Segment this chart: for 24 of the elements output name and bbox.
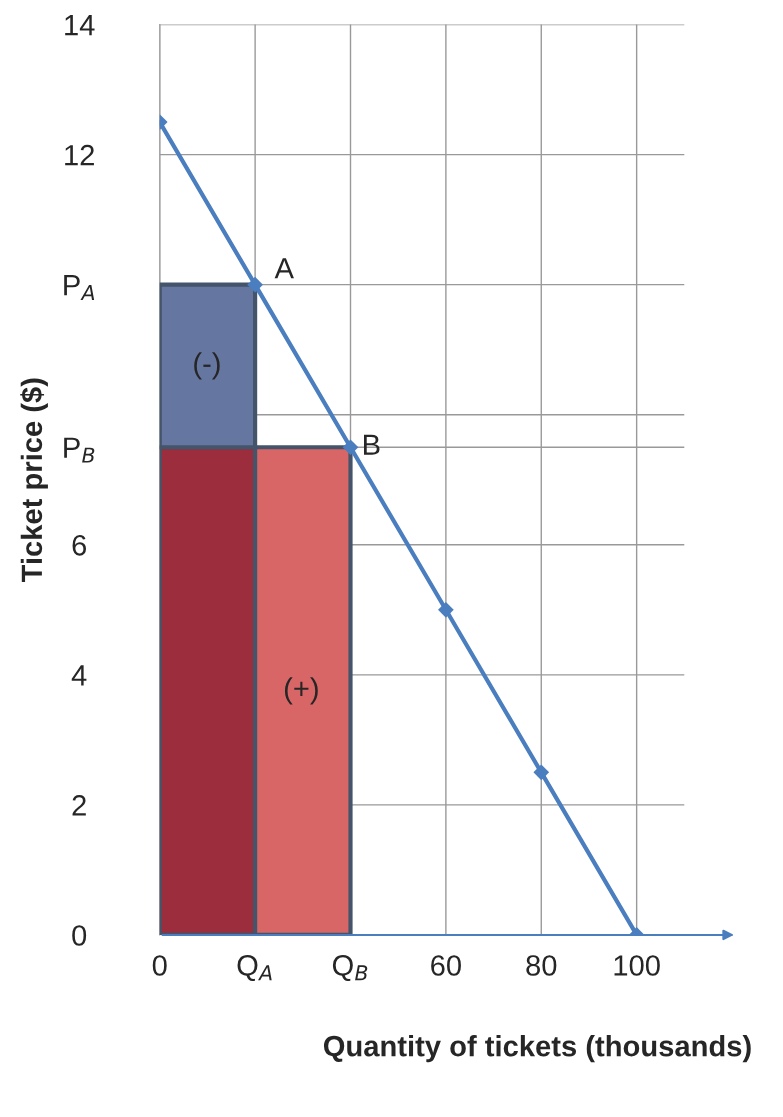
point [438,601,454,618]
x-tick-label: Q$_{B}$ [332,955,368,981]
x-tick-label: 60 [431,955,461,976]
x-tick-label: 80 [526,955,557,976]
point [247,276,263,293]
x-tick-label: 100 [614,955,660,976]
y-axis-title: Ticket price ($) [20,378,48,583]
y-tick-label: P$_{B}$ [64,437,95,463]
y-tick-label: 0 [72,925,87,946]
y-tick-label: 4 [71,665,87,686]
y-tick-label: 12 [65,144,94,166]
x-tick-label: 0 [152,955,167,976]
point [342,439,359,456]
y-tick-label: 6 [72,534,87,556]
x-tick-label: Q$_{A}$ [237,955,272,981]
y-tick-label: P$_{A}$ [64,275,95,300]
y-tick-label: 2 [72,795,86,816]
annotation: B [364,434,380,455]
y-tick-label: 14 [65,15,95,36]
point [533,764,550,781]
x-axis-title: Quantity of tickets (thousands) [323,1035,751,1063]
annotation: (-) [194,352,220,380]
annotation: A [274,258,294,279]
annotation: (+) [284,677,318,705]
